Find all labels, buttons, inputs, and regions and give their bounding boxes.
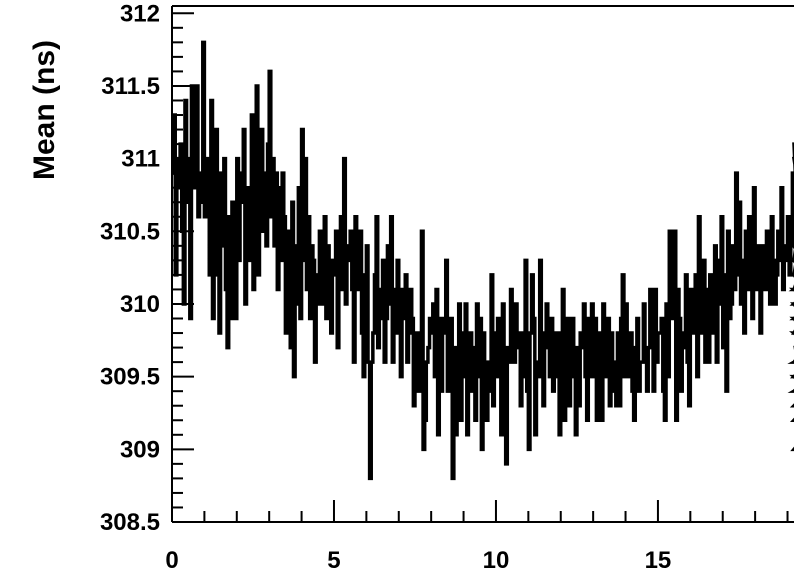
x-tick-label: 0 <box>165 547 178 574</box>
y-tick-label: 308.5 <box>100 509 160 536</box>
y-tick-label: 309 <box>120 436 160 463</box>
y-tick-label: 310.5 <box>100 218 160 245</box>
y-axis: 308.5 309 309.5 310 310.5 311 311.5 312 <box>100 0 194 536</box>
y-tick-label: 312 <box>120 0 160 27</box>
y-tick-label: 309.5 <box>100 364 160 391</box>
y-tick-label: 311.5 <box>101 73 160 100</box>
data-series-0 <box>171 40 794 481</box>
y-axis-title: Mean (ns) <box>28 40 61 180</box>
x-tick-label: 10 <box>483 547 510 574</box>
x-tick-label: 5 <box>327 547 340 574</box>
x-tick-label: 15 <box>645 547 672 574</box>
y-tick-label: 310 <box>120 291 160 318</box>
y-tick-label: 311 <box>121 146 160 173</box>
x-axis: 0 5 10 15 <box>165 500 789 574</box>
data-layer <box>171 40 794 481</box>
